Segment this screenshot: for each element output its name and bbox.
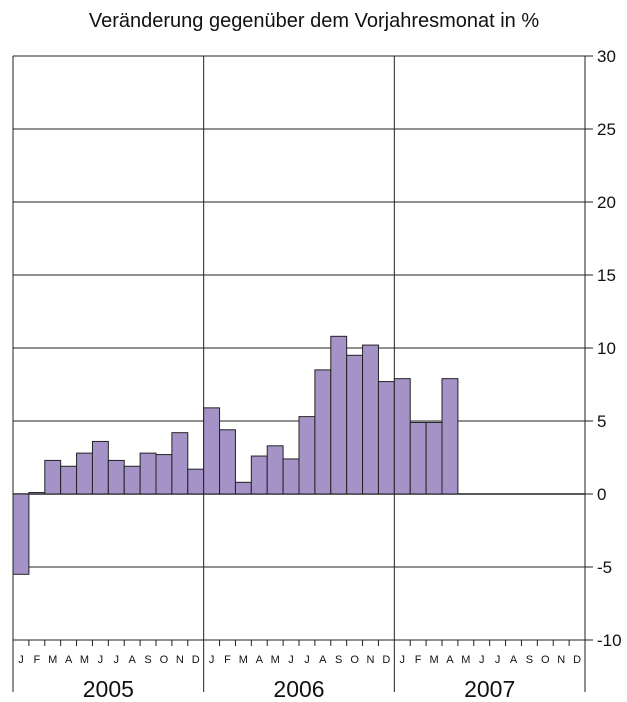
month-label: J xyxy=(209,654,215,666)
y-tick-label: -5 xyxy=(597,558,612,577)
bar xyxy=(234,481,252,495)
month-label: O xyxy=(541,654,550,666)
bar xyxy=(409,421,427,495)
bar xyxy=(393,378,411,495)
month-label: D xyxy=(573,654,581,666)
chart-subtitle: Veränderung gegenüber dem Vorjahresmonat… xyxy=(89,10,540,32)
month-label: F xyxy=(33,654,40,666)
year-label: 2007 xyxy=(464,676,515,702)
bar xyxy=(76,452,93,495)
month-label: M xyxy=(429,654,438,666)
bar xyxy=(203,407,221,495)
month-label: S xyxy=(335,654,342,666)
month-label: N xyxy=(367,654,375,666)
y-tick-label: 20 xyxy=(597,193,616,212)
month-label: A xyxy=(65,654,73,666)
month-label: J xyxy=(304,654,310,666)
month-label: F xyxy=(224,654,231,666)
bar xyxy=(219,429,236,495)
bar xyxy=(377,381,395,495)
month-label: S xyxy=(144,654,151,666)
y-tick-label: 0 xyxy=(597,485,606,504)
bar xyxy=(330,335,348,495)
month-label: J xyxy=(114,654,120,666)
bar xyxy=(282,458,300,495)
month-label: A xyxy=(510,654,518,666)
month-label: M xyxy=(239,654,248,666)
bar xyxy=(60,465,78,495)
bar xyxy=(187,468,205,495)
bar xyxy=(123,465,141,495)
month-label: O xyxy=(350,654,359,666)
month-label: M xyxy=(48,654,57,666)
month-label: J xyxy=(18,654,24,666)
bar xyxy=(44,459,62,495)
month-label: M xyxy=(461,654,470,666)
month-label: A xyxy=(446,654,454,666)
bars xyxy=(12,335,459,575)
bar xyxy=(171,432,189,495)
y-tick-label: -10 xyxy=(597,631,622,650)
month-label: J xyxy=(400,654,406,666)
month-label: J xyxy=(288,654,294,666)
month-label: O xyxy=(160,654,169,666)
month-label: N xyxy=(176,654,184,666)
y-tick-label: 30 xyxy=(597,47,616,66)
y-tick-label: 15 xyxy=(597,266,616,285)
bar xyxy=(362,344,379,495)
bar xyxy=(314,369,332,495)
bar xyxy=(28,492,46,495)
month-label: J xyxy=(495,654,501,666)
month-label: F xyxy=(415,654,422,666)
year-label: 2005 xyxy=(83,676,134,702)
grid xyxy=(12,55,593,641)
month-label: M xyxy=(271,654,280,666)
y-tick-labels: 30 25 20 15 10 5 0 -5 -10 xyxy=(597,47,622,650)
bar xyxy=(91,440,109,495)
month-label: D xyxy=(192,654,200,666)
bar xyxy=(139,452,157,495)
month-label: M xyxy=(80,654,89,666)
month-label: N xyxy=(557,654,565,666)
bar xyxy=(107,459,125,495)
month-label: J xyxy=(479,654,485,666)
bar xyxy=(425,421,443,495)
y-tick-label: 5 xyxy=(597,412,606,431)
bar xyxy=(155,454,173,495)
bar xyxy=(298,416,316,495)
bar xyxy=(266,445,284,495)
bar xyxy=(441,378,459,495)
month-label: D xyxy=(382,654,390,666)
month-label: A xyxy=(319,654,327,666)
bar xyxy=(346,354,364,495)
month-label: A xyxy=(128,654,136,666)
month-label: A xyxy=(256,654,264,666)
bar xyxy=(12,493,30,575)
y-tick-label: 10 xyxy=(597,339,616,358)
x-axis: J F M A M J J A S O N D J F M A M J J A S O N D J F M A M J J A S O N D2005… xyxy=(12,640,586,702)
year-label: 2006 xyxy=(273,676,324,702)
month-label: J xyxy=(98,654,104,666)
month-label: S xyxy=(526,654,533,666)
y-tick-label: 25 xyxy=(597,120,616,139)
bar xyxy=(250,455,268,495)
